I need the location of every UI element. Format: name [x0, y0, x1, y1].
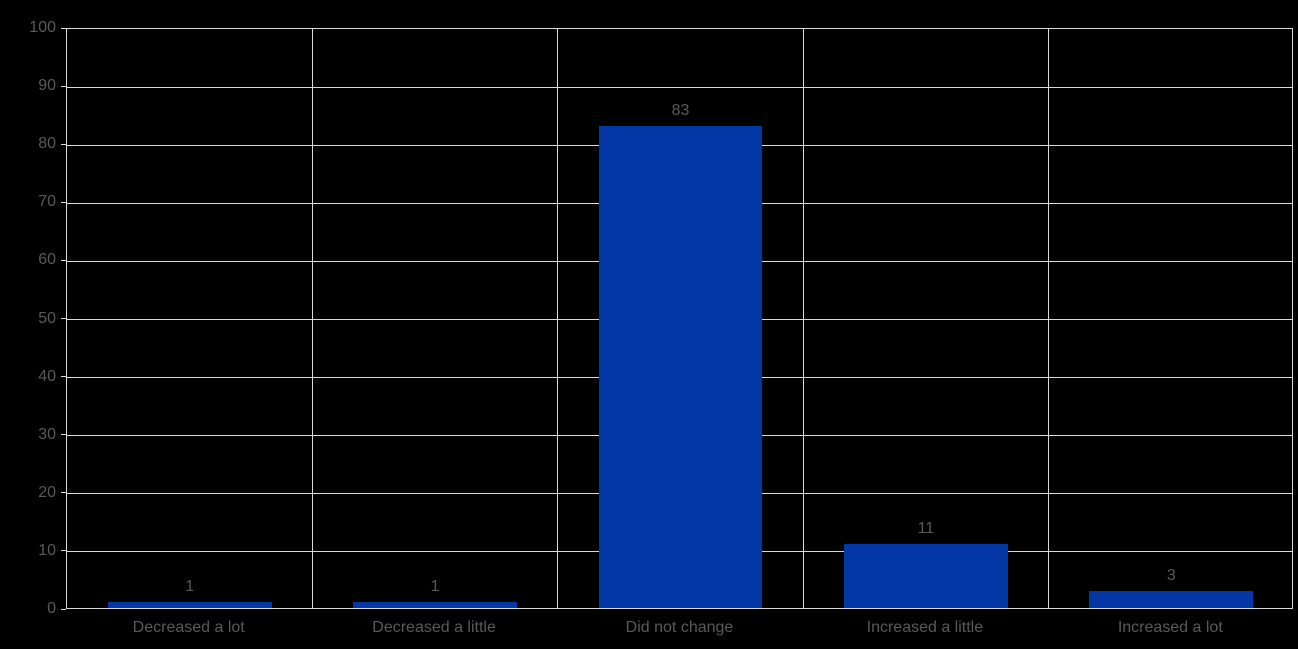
x-axis-category-label: Increased a little [866, 619, 984, 636]
y-axis-tick-mark [61, 434, 66, 436]
y-axis-tick-label: 0 [47, 600, 56, 617]
bar-did-not-change [598, 125, 763, 608]
bar-value-label: 3 [1166, 566, 1176, 584]
y-axis-tick-mark [61, 550, 66, 552]
bar-value-label: 83 [671, 101, 690, 119]
bar-increased-a-lot [1089, 590, 1254, 608]
y-axis-tick-mark [61, 376, 66, 378]
y-axis-tick-mark [61, 27, 66, 29]
y-axis-tick-label: 10 [38, 541, 56, 559]
plot-area: 1 1 83 11 3 [66, 28, 1293, 609]
y-axis-tick-label: 70 [38, 193, 56, 211]
y-axis-tick-label: 40 [38, 367, 56, 385]
y-axis-tick-label: 30 [38, 425, 56, 443]
x-axis-category-label: Increased a lot [1117, 619, 1223, 636]
x-axis-category-label: Decreased a little [372, 619, 496, 636]
y-axis-tick-mark [61, 608, 66, 610]
y-axis-tick-label: 50 [38, 309, 56, 327]
y-axis-tick-mark [61, 259, 66, 261]
gridline-vertical [311, 29, 313, 608]
y-axis-tick-mark [61, 85, 66, 87]
gridline-horizontal [67, 86, 1292, 88]
y-axis-tick-label: 80 [38, 135, 56, 153]
y-axis-tick-label: 60 [38, 251, 56, 269]
y-axis-tick-mark [61, 201, 66, 203]
y-axis-tick-label: 20 [38, 483, 56, 501]
x-axis-category-label: Decreased a lot [132, 619, 245, 636]
y-axis-tick-label: 100 [29, 19, 56, 36]
y-axis-tick-mark [61, 492, 66, 494]
bar-value-label: 11 [917, 520, 935, 538]
y-axis-tick-mark [61, 143, 66, 145]
bar-value-label: 1 [185, 578, 195, 596]
gridline-vertical [802, 29, 804, 608]
x-axis-category-label: Did not change [625, 619, 734, 636]
bar-increased-a-little [843, 544, 1008, 608]
y-axis-tick-mark [61, 318, 66, 319]
bar-value-label: 1 [430, 578, 440, 596]
y-axis-tick-label: 90 [38, 77, 56, 95]
gridline-vertical [557, 29, 559, 608]
bar-decreased-a-lot [107, 602, 272, 608]
bar-decreased-a-little [353, 602, 518, 608]
gridline-vertical [1048, 29, 1050, 608]
